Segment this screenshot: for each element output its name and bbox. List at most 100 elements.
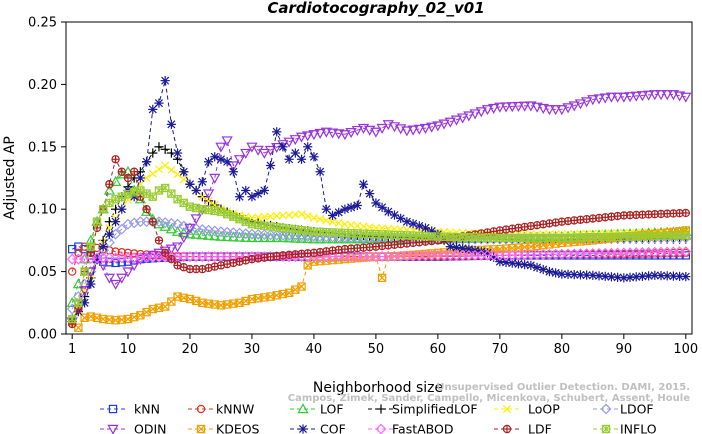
- data-point: [662, 271, 672, 281]
- data-point: [234, 192, 245, 202]
- data-point: [519, 101, 531, 112]
- data-point: [123, 173, 133, 183]
- data-point: [408, 219, 418, 229]
- data-point: [122, 218, 134, 230]
- x-tick-label: 1: [68, 342, 76, 357]
- data-point: [605, 92, 618, 103]
- x-tick-label: 80: [554, 342, 571, 357]
- data-point: [265, 160, 276, 171]
- data-point: [266, 212, 275, 221]
- data-point: [290, 148, 300, 158]
- data-point: [221, 136, 233, 147]
- x-tick-label: 40: [306, 342, 323, 357]
- data-point: [673, 91, 686, 102]
- data-point: [514, 223, 523, 232]
- data-point: [260, 212, 269, 221]
- data-point: [284, 154, 294, 164]
- data-point: [109, 279, 122, 290]
- data-point: [228, 167, 238, 177]
- data-point: [419, 123, 432, 134]
- plot-frame: [65, 21, 693, 335]
- data-point: [588, 214, 598, 223]
- legend-marker: [297, 403, 309, 414]
- y-tick-label: 0.05: [28, 265, 57, 280]
- legend-label: LOF: [320, 402, 344, 417]
- data-point: [222, 157, 232, 167]
- data-point: [78, 286, 91, 297]
- watermark-line-1: Unsupervised Outlier Detection. DAMI, 20…: [436, 382, 690, 393]
- legend-item-lof: LOF: [290, 402, 344, 417]
- data-point: [581, 97, 593, 108]
- data-point: [532, 262, 542, 273]
- data-point: [209, 173, 221, 184]
- data-point: [159, 246, 171, 257]
- legend-item-simplifiedlof: SimplifiedLOF: [368, 402, 478, 417]
- series-inflo: [67, 183, 691, 324]
- data-point: [148, 217, 157, 226]
- data-point: [123, 248, 133, 258]
- data-point: [295, 132, 308, 143]
- data-point: [551, 268, 561, 278]
- data-point: [668, 271, 679, 281]
- data-point: [67, 267, 77, 276]
- data-point: [613, 272, 623, 282]
- data-point: [587, 95, 599, 106]
- data-point: [285, 210, 294, 220]
- data-point: [544, 267, 555, 277]
- data-point: [135, 173, 145, 183]
- data-point: [160, 144, 170, 154]
- data-point: [314, 128, 326, 139]
- x-tick-label: 10: [120, 342, 137, 357]
- data-point: [539, 250, 548, 259]
- data-point: [79, 278, 91, 290]
- data-point: [303, 142, 313, 152]
- data-point: [334, 218, 343, 227]
- legend-marker: [108, 404, 118, 414]
- legend-label: kNNW: [216, 402, 254, 417]
- data-point: [74, 248, 83, 258]
- data-point: [512, 101, 525, 112]
- data-point: [165, 244, 177, 255]
- data-point: [172, 218, 184, 230]
- legend-label: kNN: [134, 402, 160, 417]
- data-point: [160, 76, 170, 86]
- data-point: [80, 242, 89, 251]
- data-point: [464, 244, 474, 254]
- data-point: [117, 204, 127, 214]
- data-point: [426, 122, 438, 133]
- data-point: [376, 123, 388, 134]
- data-point: [334, 207, 344, 217]
- data-point: [134, 193, 147, 204]
- data-point: [302, 131, 314, 142]
- data-point: [644, 271, 654, 281]
- legend-label: COF: [320, 422, 346, 434]
- y-tick-label: 0.20: [28, 78, 57, 93]
- data-point: [545, 219, 554, 228]
- legend-marker: [298, 424, 308, 434]
- x-axis-label: Neighborhood size: [313, 380, 443, 396]
- data-point: [600, 271, 610, 281]
- plot-area: [66, 76, 692, 332]
- data-point: [545, 250, 554, 259]
- data-point: [202, 229, 215, 240]
- legend-label: LoOP: [528, 402, 560, 417]
- data-point: [172, 148, 183, 158]
- data-point: [661, 90, 673, 101]
- data-point: [116, 223, 128, 235]
- data-point: [154, 236, 164, 245]
- data-point: [444, 117, 456, 128]
- data-point: [165, 217, 177, 229]
- data-point: [377, 202, 387, 212]
- data-point: [141, 157, 152, 167]
- data-point: [128, 217, 140, 229]
- data-point: [556, 105, 568, 116]
- data-point: [345, 128, 357, 139]
- data-point: [159, 220, 171, 231]
- data-point: [316, 215, 325, 224]
- data-point: [221, 231, 233, 242]
- data-point: [246, 232, 258, 243]
- data-point: [538, 264, 548, 275]
- data-point: [636, 91, 649, 102]
- data-point: [328, 217, 337, 226]
- data-point: [209, 230, 221, 241]
